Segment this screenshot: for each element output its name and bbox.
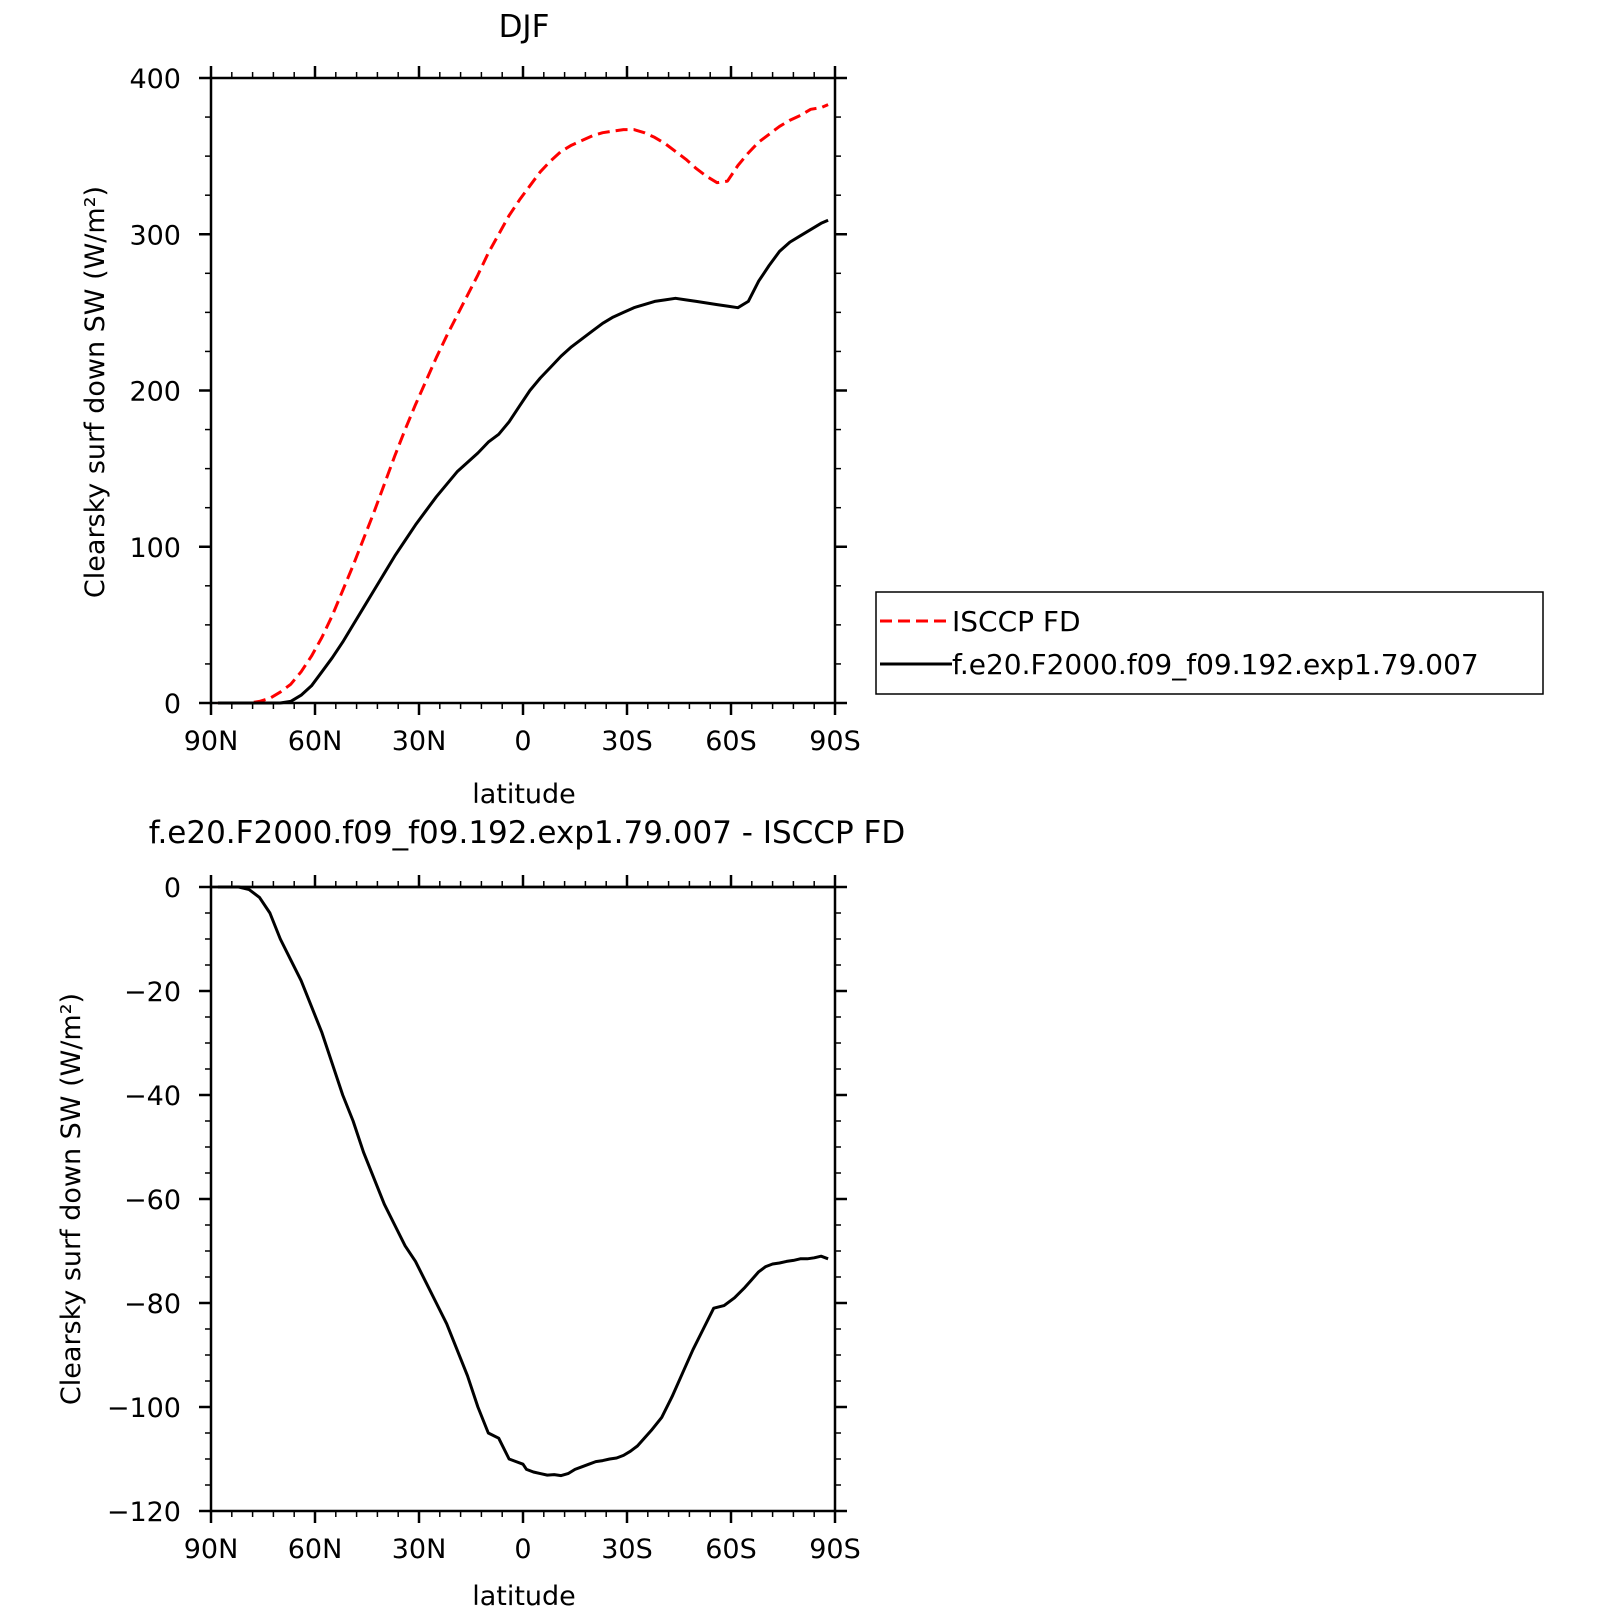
- x-tick-label: 90S: [809, 726, 861, 757]
- y-tick-label: 200: [129, 377, 181, 408]
- x-tick-label: 30N: [392, 726, 447, 757]
- bottom-plot-frame: [209, 885, 837, 1513]
- y-tick-label: 400: [129, 64, 181, 95]
- x-tick-label: 60S: [705, 726, 757, 757]
- isccp-fd-series-line: [217, 103, 829, 705]
- top-panel: DJF 90N 60N 30N 0 30S 60S 90S 0 100 200 300 400 la…: [80, 9, 861, 810]
- bottom-x-axis-label: latitude: [472, 1581, 576, 1612]
- y-tick-label: 300: [129, 220, 181, 251]
- y-tick-label: −20: [124, 977, 181, 1008]
- top-axis-ticks: [199, 66, 847, 715]
- top-series-group: [217, 103, 829, 705]
- y-tick-label: −100: [107, 1393, 181, 1424]
- x-tick-label: 90N: [184, 726, 239, 757]
- x-tick-label: 90S: [809, 1534, 861, 1565]
- bottom-series-group: [217, 885, 829, 1478]
- legend-label-model: f.e20.F2000.f09_f09.192.exp1.79.007: [952, 648, 1479, 681]
- x-tick-label: 0: [514, 1534, 531, 1565]
- x-tick-label: 30S: [601, 1534, 653, 1565]
- legend: ISCCP FD f.e20.F2000.f09_f09.192.exp1.79…: [875, 591, 1544, 695]
- y-tick-label: 100: [129, 533, 181, 564]
- x-tick-label: 30S: [601, 726, 653, 757]
- model-series-line: [217, 218, 829, 705]
- bottom-panel: f.e20.F2000.f09_f09.192.exp1.79.007 - IS…: [56, 815, 905, 1612]
- top-x-axis-label: latitude: [472, 779, 576, 810]
- y-tick-label: 0: [164, 689, 181, 720]
- x-tick-label: 60N: [288, 1534, 343, 1565]
- top-y-axis-label: Clearsky surf down SW (W/m²): [80, 186, 111, 598]
- x-tick-label: 90N: [184, 1534, 239, 1565]
- x-tick-label: 0: [514, 726, 531, 757]
- y-tick-label: 0: [164, 873, 181, 904]
- x-tick-label: 30N: [392, 1534, 447, 1565]
- x-tick-label: 60S: [705, 1534, 757, 1565]
- legend-label-isccp: ISCCP FD: [952, 605, 1081, 638]
- legend-box: [875, 591, 1544, 695]
- y-tick-label: −120: [107, 1497, 181, 1528]
- bottom-chart-title: f.e20.F2000.f09_f09.192.exp1.79.007 - IS…: [149, 815, 905, 851]
- y-tick-label: −60: [124, 1185, 181, 1216]
- top-plot-frame: [209, 76, 837, 705]
- bottom-y-axis-label: Clearsky surf down SW (W/m²): [56, 993, 87, 1405]
- bottom-x-tick-labels: 90N 60N 30N 0 30S 60S 90S: [184, 1534, 861, 1565]
- y-tick-label: −40: [124, 1081, 181, 1112]
- top-chart-title: DJF: [499, 9, 550, 45]
- x-tick-label: 60N: [288, 726, 343, 757]
- top-y-tick-labels: 0 100 200 300 400: [129, 64, 181, 720]
- top-x-tick-labels: 90N 60N 30N 0 30S 60S 90S: [184, 726, 861, 757]
- model-series-line: [217, 885, 829, 1478]
- bottom-y-tick-labels: 0 −20 −40 −60 −80 −100 −120: [107, 873, 181, 1528]
- y-tick-label: −80: [124, 1289, 181, 1320]
